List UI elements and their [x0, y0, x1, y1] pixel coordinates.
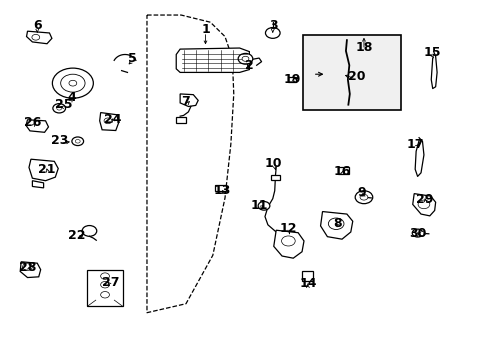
- Polygon shape: [26, 31, 52, 44]
- Text: 9: 9: [356, 186, 365, 199]
- Circle shape: [281, 236, 295, 246]
- Text: 25: 25: [55, 98, 73, 111]
- Text: 1: 1: [201, 23, 209, 36]
- Polygon shape: [320, 212, 352, 239]
- Text: 14: 14: [299, 278, 316, 291]
- Text: 8: 8: [332, 216, 341, 230]
- Text: 27: 27: [102, 276, 119, 289]
- Circle shape: [265, 28, 280, 39]
- Circle shape: [104, 118, 112, 124]
- Bar: [302, 271, 312, 281]
- Text: 2: 2: [244, 59, 253, 72]
- Bar: [87, 270, 122, 306]
- Circle shape: [328, 218, 343, 229]
- Text: 21: 21: [38, 163, 56, 176]
- Bar: [215, 185, 225, 192]
- Text: 28: 28: [19, 261, 36, 274]
- Text: 7: 7: [181, 95, 190, 108]
- Circle shape: [57, 107, 61, 110]
- Circle shape: [101, 273, 109, 279]
- Circle shape: [419, 231, 425, 236]
- Text: 29: 29: [415, 193, 433, 206]
- Text: 30: 30: [408, 227, 426, 240]
- Text: 18: 18: [355, 41, 372, 54]
- Circle shape: [32, 35, 40, 40]
- Polygon shape: [26, 120, 48, 132]
- Circle shape: [52, 68, 93, 98]
- Polygon shape: [32, 181, 43, 188]
- Text: 24: 24: [104, 113, 122, 126]
- Circle shape: [22, 263, 32, 270]
- Circle shape: [75, 139, 80, 143]
- Circle shape: [411, 229, 422, 237]
- Polygon shape: [29, 159, 58, 181]
- Text: 6: 6: [33, 19, 41, 32]
- Polygon shape: [20, 262, 41, 278]
- Circle shape: [242, 56, 248, 61]
- Text: 4: 4: [67, 91, 76, 104]
- Text: 15: 15: [423, 46, 440, 59]
- Text: 17: 17: [406, 138, 423, 150]
- Text: 3: 3: [269, 19, 278, 32]
- Circle shape: [101, 292, 109, 298]
- Polygon shape: [100, 113, 119, 131]
- Text: 23: 23: [50, 134, 68, 147]
- Polygon shape: [176, 48, 249, 72]
- Text: 20: 20: [347, 69, 365, 82]
- Bar: [176, 117, 185, 123]
- Bar: [288, 77, 296, 82]
- Text: 26: 26: [23, 116, 41, 129]
- Text: 5: 5: [128, 51, 137, 64]
- Polygon shape: [273, 230, 304, 258]
- Text: 13: 13: [213, 184, 231, 197]
- Text: 11: 11: [250, 199, 267, 212]
- Bar: [303, 35, 400, 110]
- Text: 12: 12: [279, 222, 297, 235]
- Circle shape: [69, 80, 77, 86]
- Circle shape: [61, 74, 85, 92]
- Circle shape: [72, 137, 83, 145]
- Circle shape: [417, 200, 429, 209]
- Circle shape: [359, 194, 367, 200]
- Text: 19: 19: [283, 73, 300, 86]
- Bar: [337, 167, 348, 174]
- Circle shape: [354, 191, 372, 204]
- Circle shape: [82, 226, 97, 236]
- Circle shape: [53, 104, 65, 113]
- Text: 16: 16: [333, 165, 350, 177]
- Circle shape: [258, 202, 269, 210]
- Circle shape: [238, 53, 252, 64]
- Polygon shape: [412, 194, 435, 216]
- Text: 22: 22: [67, 229, 85, 242]
- Bar: [271, 175, 280, 180]
- Polygon shape: [180, 94, 198, 107]
- Text: 10: 10: [264, 157, 282, 170]
- Circle shape: [101, 282, 109, 288]
